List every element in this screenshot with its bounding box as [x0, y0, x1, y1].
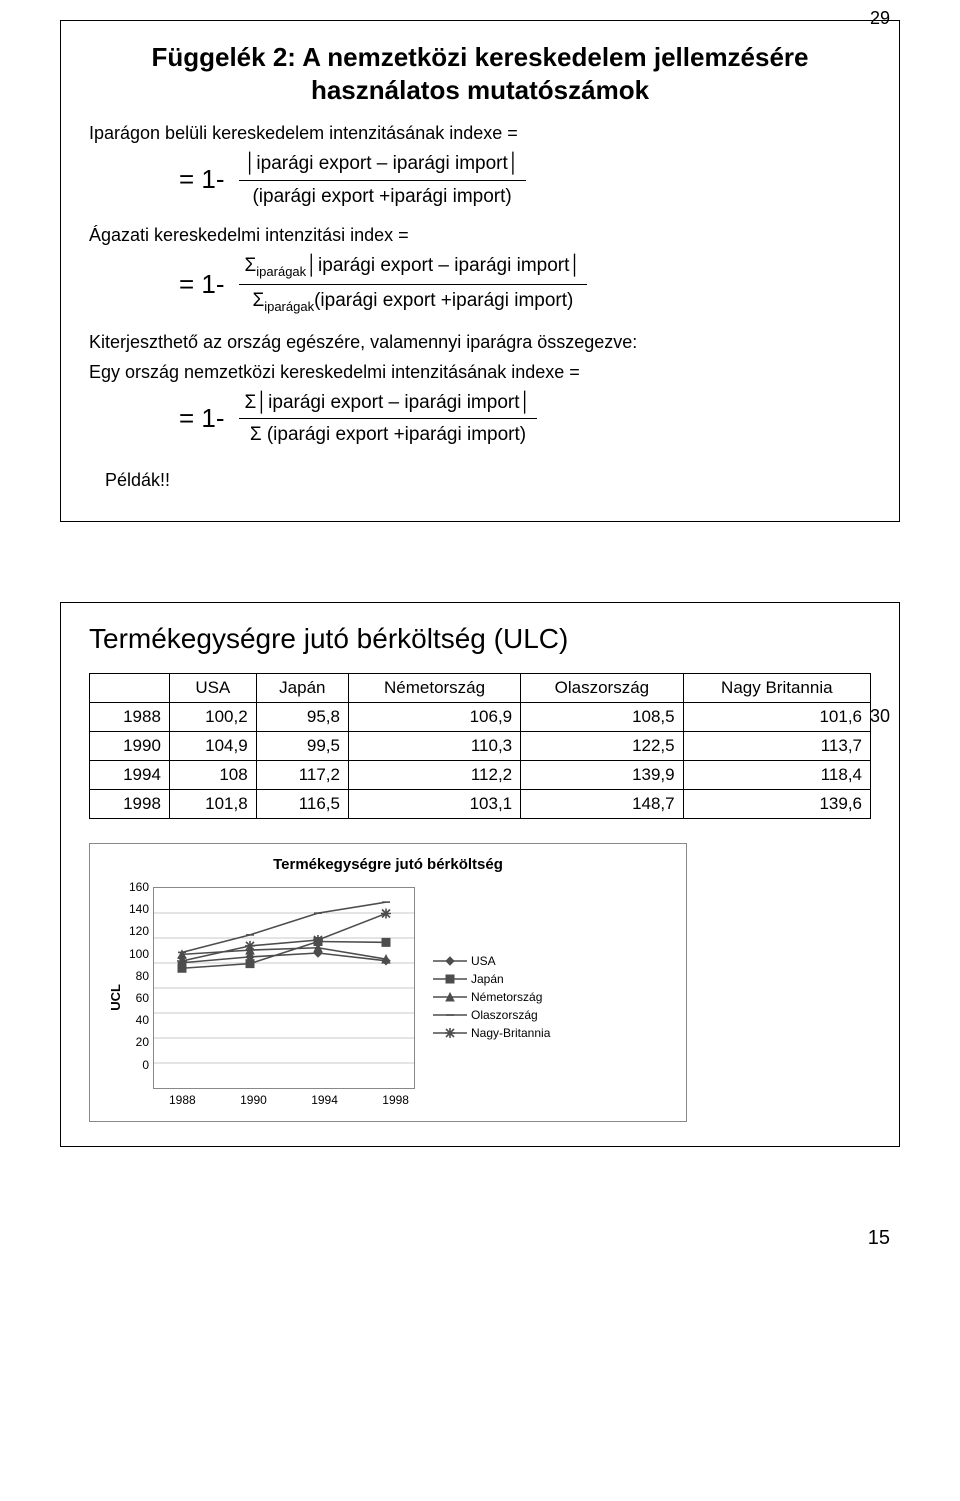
legend-item: USA — [433, 954, 550, 968]
table-cell: 122,5 — [521, 731, 683, 760]
country-label: Egy ország nemzetközi kereskedelmi inten… — [89, 359, 871, 385]
table-row: 1998101,8116,5103,1148,7139,6 — [90, 789, 871, 818]
table-cell: 1998 — [90, 789, 170, 818]
legend-label: USA — [471, 954, 496, 968]
legend-label: Németország — [471, 990, 542, 1004]
formula2-num: Σiparágak│iparági export – iparági impor… — [239, 252, 588, 282]
chart-title: Termékegységre jutó bérköltség — [108, 856, 668, 873]
table-cell: 108 — [169, 760, 256, 789]
xtick-label: 1994 — [311, 1093, 338, 1107]
table-cell: 1988 — [90, 702, 170, 731]
table-cell: 139,6 — [683, 789, 870, 818]
table-row: 1988100,295,8106,9108,5101,6 — [90, 702, 871, 731]
slide1-title-line1: Függelék 2: A nemzetközi kereskedelem je… — [151, 42, 808, 72]
slide2-title: Termékegységre jutó bérköltség (ULC) — [89, 623, 871, 655]
table-row: 1990104,999,5110,3122,5113,7 — [90, 731, 871, 760]
formula-1: = 1- │iparági export – iparági import│ (… — [179, 150, 871, 210]
examples-label: Példák!! — [105, 467, 871, 493]
table-cell: 95,8 — [256, 702, 348, 731]
table-row: 1994108117,2112,2139,9118,4 — [90, 760, 871, 789]
table-cell: 1994 — [90, 760, 170, 789]
legend-item: Japán — [433, 972, 550, 986]
legend-label: Japán — [471, 972, 504, 986]
chart-xticks: 1988 1990 1994 1998 — [159, 1089, 419, 1107]
slide1-title: Függelék 2: A nemzetközi kereskedelem je… — [89, 41, 871, 106]
formula3-den: Σ (iparági export +iparági import) — [244, 421, 532, 449]
table-header: Olaszország — [521, 673, 683, 702]
formula-3: = 1- Σ│iparági export – iparági import│ … — [179, 389, 871, 449]
table-header: Japán — [256, 673, 348, 702]
table-cell: 117,2 — [256, 760, 348, 789]
slide1-title-line2: használatos mutatószámok — [311, 75, 649, 105]
slide1-body: Iparágon belüli kereskedelem intenzitásá… — [89, 120, 871, 493]
formula1-den: (iparági export +iparági import) — [246, 183, 517, 211]
table-cell: 108,5 — [521, 702, 683, 731]
table-cell: 118,4 — [683, 760, 870, 789]
formula3-num: Σ│iparági export – iparági import│ — [239, 389, 538, 417]
ulc-chart: Termékegységre jutó bérköltség UCL 02040… — [89, 843, 687, 1122]
legend-label: Nagy-Britannia — [471, 1026, 550, 1040]
sector-label: Ágazati kereskedelmi intenzitási index = — [89, 222, 871, 248]
table-header: Németország — [348, 673, 520, 702]
chart-ylabel: UCL — [108, 984, 123, 1011]
legend-item: Olaszország — [433, 1008, 550, 1022]
table-cell: 106,9 — [348, 702, 520, 731]
slide-1: Függelék 2: A nemzetközi kereskedelem je… — [60, 20, 900, 522]
table-header: Nagy Britannia — [683, 673, 870, 702]
table-cell: 101,6 — [683, 702, 870, 731]
formula-2: = 1- Σiparágak│iparági export – iparági … — [179, 252, 871, 316]
table-cell: 104,9 — [169, 731, 256, 760]
intra-industry-label: Iparágon belüli kereskedelem intenzitásá… — [89, 120, 871, 146]
table-cell: 116,5 — [256, 789, 348, 818]
table-cell: 99,5 — [256, 731, 348, 760]
slide-2: Termékegységre jutó bérköltség (ULC) USA… — [60, 602, 900, 1147]
formula1-num: │iparági export – iparági import│ — [239, 150, 526, 178]
table-cell: 103,1 — [348, 789, 520, 818]
formula1-eq: = 1- — [179, 161, 225, 199]
formula2-eq: = 1- — [179, 266, 225, 304]
table-header: USA — [169, 673, 256, 702]
table-cell: 110,3 — [348, 731, 520, 760]
table-cell: 1990 — [90, 731, 170, 760]
formula3-eq: = 1- — [179, 400, 225, 438]
chart-plot-area — [153, 887, 415, 1089]
table-cell: 112,2 — [348, 760, 520, 789]
formula2-den: Σiparágak(iparági export +iparági import… — [246, 287, 579, 317]
page-footer-number: 15 — [60, 1227, 900, 1250]
table-cell: 113,7 — [683, 731, 870, 760]
extend-label: Kiterjeszthető az ország egészére, valam… — [89, 329, 871, 355]
legend-label: Olaszország — [471, 1008, 538, 1022]
chart-legend: USA Japán Németország Olaszország Nagy-Brita… — [433, 950, 550, 1044]
table-cell: 148,7 — [521, 789, 683, 818]
table-cell: 101,8 — [169, 789, 256, 818]
legend-item: Németország — [433, 990, 550, 1004]
xtick-label: 1998 — [382, 1093, 409, 1107]
chart-yticks: 020406080100120140160 — [129, 887, 153, 1087]
ulc-table: USAJapánNémetországOlaszországNagy Brita… — [89, 673, 871, 819]
table-cell: 139,9 — [521, 760, 683, 789]
table-header — [90, 673, 170, 702]
table-cell: 100,2 — [169, 702, 256, 731]
ytick-label: 0 — [129, 1065, 149, 1087]
xtick-label: 1990 — [240, 1093, 267, 1107]
legend-item: Nagy-Britannia — [433, 1026, 550, 1040]
xtick-label: 1988 — [169, 1093, 196, 1107]
